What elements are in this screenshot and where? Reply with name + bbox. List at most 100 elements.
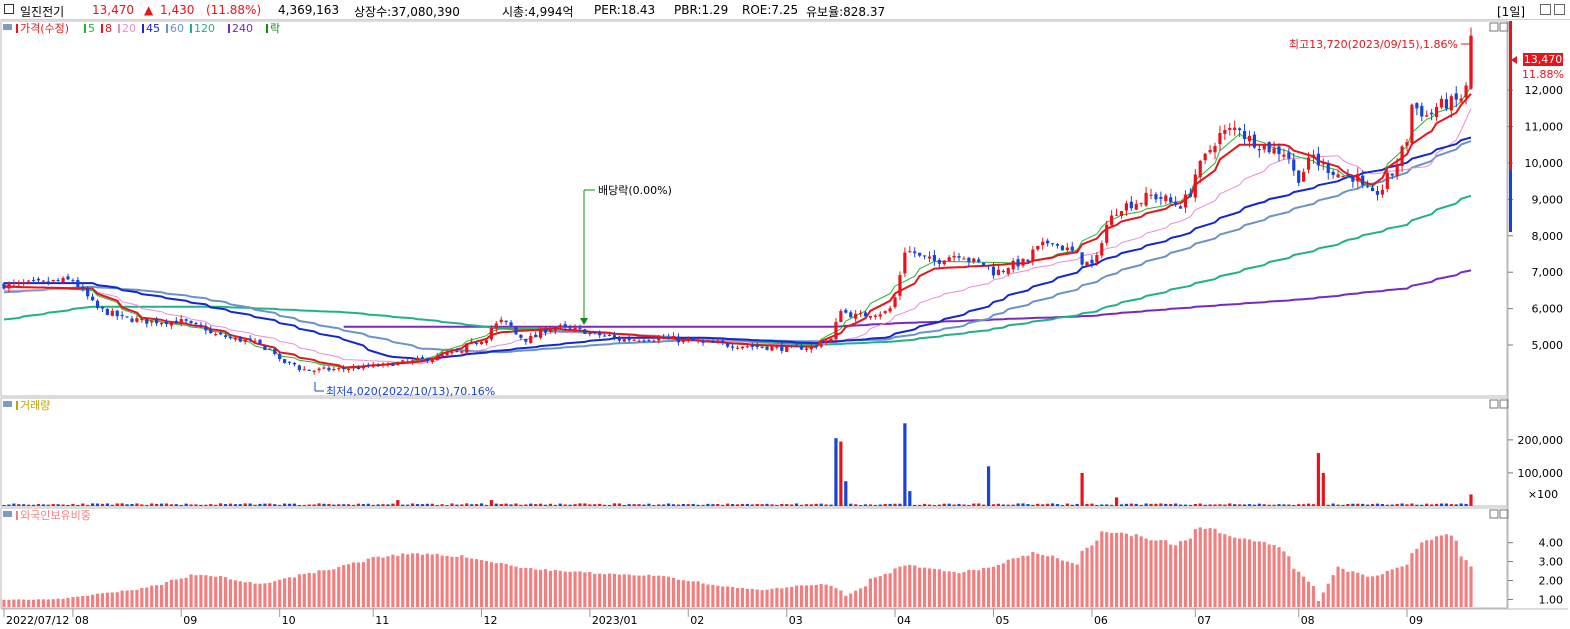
candle-body <box>824 341 828 344</box>
candle-body <box>701 341 705 343</box>
foreign-ratio-bar <box>27 599 31 607</box>
volume-bar <box>716 503 720 506</box>
panel-minimize-icon[interactable] <box>1489 509 1499 519</box>
panel-maximize-icon[interactable] <box>1499 399 1509 409</box>
candle-body <box>908 251 912 253</box>
candle-body <box>1331 171 1335 175</box>
candle-body <box>1085 261 1089 266</box>
foreign-ratio-bar <box>765 589 769 607</box>
x-tick-label: 2022/07/12 <box>6 614 69 627</box>
foreign-ratio-bar <box>1075 564 1079 607</box>
foreign-ratio-bar <box>1144 538 1148 607</box>
candle-body <box>1390 173 1394 176</box>
roe-value: ROE:7.25 <box>742 3 799 17</box>
volume-bar <box>1351 503 1355 506</box>
candle-body <box>263 345 267 351</box>
foreign-ratio-bar <box>888 573 892 607</box>
foreign-ratio-bar <box>91 594 95 607</box>
maximize-icon[interactable] <box>1540 4 1551 15</box>
volume-bar <box>1439 503 1444 506</box>
foreign-ratio-bar <box>726 586 730 607</box>
select-checkbox[interactable] <box>4 4 14 14</box>
candle-body <box>1223 130 1227 134</box>
foreign-ratio-bar <box>1370 576 1375 607</box>
candle-body <box>219 332 223 335</box>
volume-bar <box>1430 504 1434 506</box>
volume-bar <box>361 504 365 506</box>
volume-bar <box>745 503 749 506</box>
foreign-ratio-bar <box>1031 552 1035 607</box>
x-tick-label: 03 <box>789 614 803 627</box>
volume-bar <box>1124 503 1129 506</box>
panel-menu-icon[interactable] <box>3 511 12 517</box>
candle-body <box>1031 249 1035 262</box>
ma20-line <box>3 108 1472 364</box>
foreign-ratio-bar <box>406 554 410 607</box>
volume-panel <box>0 397 1508 507</box>
volume-bar <box>1105 504 1109 506</box>
foreign-ratio-bar <box>558 570 562 607</box>
foreign-ratio-bar <box>991 566 996 607</box>
close-icon[interactable] <box>1554 4 1565 15</box>
candle-body <box>327 367 331 371</box>
volume-bar <box>1085 503 1089 506</box>
foreign-ratio-bar <box>509 565 513 607</box>
panel-minimize-icon[interactable] <box>1489 399 1499 409</box>
volume-bar <box>1026 504 1030 506</box>
volume-bar <box>1420 504 1424 506</box>
volume-bar <box>470 504 474 506</box>
float-ratio: 유보율:828.37 <box>806 5 886 19</box>
volume-bar <box>1036 503 1040 506</box>
candle-body <box>1080 252 1084 265</box>
period-selector[interactable]: [1일] <box>1497 5 1526 19</box>
volume-bar <box>760 504 764 506</box>
volume-bar <box>1095 504 1099 506</box>
candle-body <box>1198 160 1202 177</box>
panel-maximize-icon[interactable] <box>1499 509 1509 519</box>
volume-bar <box>834 438 838 506</box>
candle-body <box>612 335 617 339</box>
candle-body <box>204 326 208 331</box>
foreign-ratio-bar <box>17 599 21 607</box>
legend-label: 45 <box>146 22 160 35</box>
volume-bar <box>120 503 124 506</box>
foreign-ratio-bar <box>51 599 55 607</box>
foreign-ratio-bar <box>238 581 242 607</box>
volume-bar <box>1247 504 1252 506</box>
candle-body <box>489 328 493 340</box>
candle-body <box>1366 186 1370 188</box>
panel-menu-icon[interactable] <box>3 401 12 407</box>
panel-menu-icon[interactable] <box>3 24 12 30</box>
foreign-ratio-bar <box>302 574 306 607</box>
foreign-ratio-bar <box>1297 571 1301 607</box>
foreign-ratio-bar <box>1105 532 1109 607</box>
candle-body <box>1326 163 1330 174</box>
panel-minimize-icon[interactable] <box>1489 22 1499 32</box>
candle-body <box>1336 174 1340 178</box>
volume-bar <box>883 503 887 506</box>
foreign-ratio-bar <box>1336 566 1340 607</box>
pbr-value: PBR:1.29 <box>674 3 729 17</box>
chart-area: 가격(수정) 5 8 20 45 60 120 240 락 거래량 외국인보유비중 12,000… <box>0 20 1568 627</box>
volume-value: 4,369,163 <box>278 3 340 17</box>
volume-bar <box>312 504 316 506</box>
candlesticks <box>2 27 1473 375</box>
candle-body <box>607 334 612 336</box>
volume-bar <box>1041 504 1045 506</box>
foreign-ratio-bar <box>676 579 681 607</box>
foreign-ratio-bar <box>612 573 617 607</box>
foreign-ratio-bar <box>356 562 361 607</box>
panel-maximize-icon[interactable] <box>1499 22 1509 32</box>
foreign-ratio-bar <box>627 574 631 607</box>
foreign-ratio-bar <box>292 577 297 607</box>
volume-bar <box>317 503 321 506</box>
candle-body <box>1292 159 1296 171</box>
foreign-ratio-bar <box>327 569 331 607</box>
foreign-ratio-bar <box>785 587 789 607</box>
foreign-ratio-bar <box>100 593 105 607</box>
foreign-ratio-bar <box>120 590 124 607</box>
stock-name[interactable]: 일진전기 <box>20 5 65 19</box>
volume-bar <box>1174 503 1178 506</box>
foreign-ratio-bar <box>381 557 385 607</box>
candle-body <box>420 357 425 359</box>
